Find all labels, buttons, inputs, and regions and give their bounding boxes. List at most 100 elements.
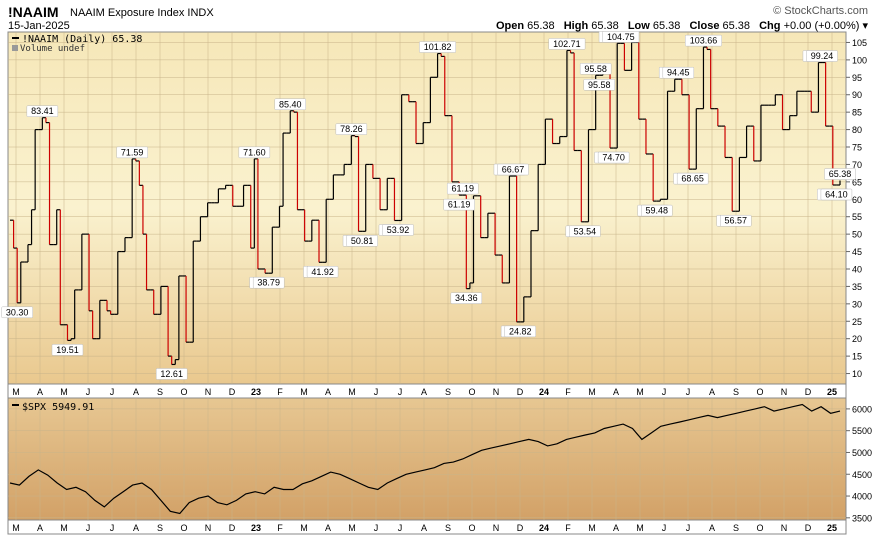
x-tick-label: J — [686, 523, 691, 533]
x-tick-label: J — [398, 387, 403, 397]
index-name: NAAIM Exposure Index — [70, 7, 185, 19]
svg-text:78.26: 78.26 — [340, 124, 363, 134]
x-tick-label: M — [588, 523, 596, 533]
svg-text:64.10: 64.10 — [825, 189, 848, 199]
x-tick-label: J — [86, 523, 91, 533]
svg-text:53.92: 53.92 — [387, 225, 410, 235]
x-tick-label: J — [110, 387, 115, 397]
spx-legend: $SPX 5949.91 — [22, 402, 94, 413]
data-label: 61.19 — [446, 182, 479, 195]
x-tick-label: D — [805, 387, 812, 397]
x-tick-label: D — [805, 523, 812, 533]
x-tick-label: A — [613, 523, 619, 533]
naaim-gridlines — [8, 32, 846, 384]
x-tick-label: N — [493, 523, 500, 533]
x-tick-label: S — [445, 523, 451, 533]
x-tick-label: A — [709, 523, 715, 533]
x-tick-label: M — [60, 523, 68, 533]
x-tick-label: N — [493, 387, 500, 397]
y-tick-label: 4500 — [852, 470, 872, 480]
x-tick-label: M — [636, 387, 644, 397]
x-tick-label: O — [180, 523, 187, 533]
x-tick-label: A — [613, 387, 619, 397]
y-tick-label: 20 — [852, 334, 862, 344]
y-tick-label: 75 — [852, 143, 862, 153]
symbol-title: !NAAIM — [8, 4, 59, 20]
data-label: 41.92 — [306, 266, 339, 278]
svg-text:85.40: 85.40 — [279, 99, 302, 109]
x-tick-label: 24 — [539, 387, 549, 397]
svg-text:94.45: 94.45 — [667, 68, 690, 78]
data-label: 30.30 — [1, 306, 33, 319]
symbol-name: NAAIM Exposure Index INDX — [70, 7, 214, 19]
x-tick-label: D — [229, 387, 236, 397]
x-tick-label: J — [374, 387, 379, 397]
spx-series — [9, 403, 841, 515]
y-tick-label: 5500 — [852, 426, 872, 436]
x-tick-label: J — [86, 387, 91, 397]
close-label: Close — [689, 20, 720, 32]
svg-text:83.41: 83.41 — [31, 106, 54, 116]
data-label: 38.79 — [252, 276, 285, 289]
y-tick-label: 95 — [852, 73, 862, 83]
open-value: 65.38 — [527, 20, 555, 32]
x-tick-label: J — [398, 523, 403, 533]
close-value: 65.38 — [722, 20, 751, 32]
data-label: 85.40 — [274, 98, 307, 111]
x-tick-label: N — [205, 523, 212, 533]
x-tick-label: 25 — [827, 387, 837, 397]
xaxis-band-2 — [7, 519, 847, 535]
high-value: 65.38 — [591, 20, 619, 32]
high-label: High — [563, 20, 589, 32]
y-tick-label: 45 — [852, 247, 862, 257]
x-tick-label: D — [517, 387, 524, 397]
x-tick-label: J — [110, 523, 115, 533]
data-label: 74.70 — [597, 151, 630, 164]
x-tick-label: 23 — [251, 523, 261, 533]
spx-legend-swatch — [12, 404, 19, 406]
data-label: 95.58 — [579, 63, 612, 75]
y-tick-label: 25 — [852, 317, 862, 327]
x-tick-label: S — [733, 523, 739, 533]
data-label: 53.92 — [382, 224, 414, 236]
naaim-legend: !NAAIM (Daily) 65.38 — [22, 34, 142, 45]
data-label: 50.81 — [346, 235, 378, 247]
x-tick-label: A — [37, 523, 43, 533]
data-label: 24.82 — [504, 325, 536, 338]
x-tick-label: 24 — [539, 523, 549, 533]
x-tick-label: O — [180, 387, 187, 397]
ohlc-readout: Open 65.38 High 65.38 Low 65.38 Close 65… — [490, 19, 868, 32]
x-tick-label: N — [205, 387, 212, 397]
volume-legend: Volume undef — [20, 44, 85, 54]
spx-gridlines — [8, 398, 846, 520]
data-label: 34.36 — [450, 292, 483, 304]
x-tick-label: J — [662, 523, 667, 533]
svg-text:34.36: 34.36 — [455, 293, 478, 303]
svg-text:99.24: 99.24 — [811, 51, 834, 61]
y-tick-label: 35 — [852, 282, 862, 292]
svg-text:19.51: 19.51 — [56, 345, 79, 355]
y-tick-label: 15 — [852, 352, 862, 362]
x-tick-label: M — [300, 523, 308, 533]
data-label: 78.26 — [335, 123, 368, 135]
data-label: 71.59 — [116, 146, 148, 159]
x-tick-label: N — [781, 387, 788, 397]
data-label: 61.19 — [443, 198, 475, 211]
svg-text:66.67: 66.67 — [502, 165, 525, 175]
x-tick-label: S — [733, 387, 739, 397]
data-label: 94.45 — [662, 66, 695, 79]
naaim-series — [10, 41, 841, 366]
svg-text:71.60: 71.60 — [243, 147, 266, 157]
data-label: 56.57 — [720, 214, 752, 227]
chevron-down-icon[interactable]: ▾ — [862, 20, 868, 32]
open-label: Open — [495, 20, 525, 32]
svg-text:74.70: 74.70 — [602, 153, 625, 163]
y-tick-label: 4000 — [852, 492, 872, 502]
brand-watermark[interactable]: © StockCharts.com — [773, 5, 868, 17]
naaim-x-ticks: M A M J J A S O N D 23 F M A M J J A S O N D 24 F M A M J J A S O N D 25 — [12, 387, 837, 397]
data-label: 64.10 — [820, 188, 853, 201]
data-label: 71.60 — [238, 146, 271, 159]
svg-text:101.82: 101.82 — [424, 42, 452, 52]
data-label: 59.48 — [641, 204, 673, 217]
